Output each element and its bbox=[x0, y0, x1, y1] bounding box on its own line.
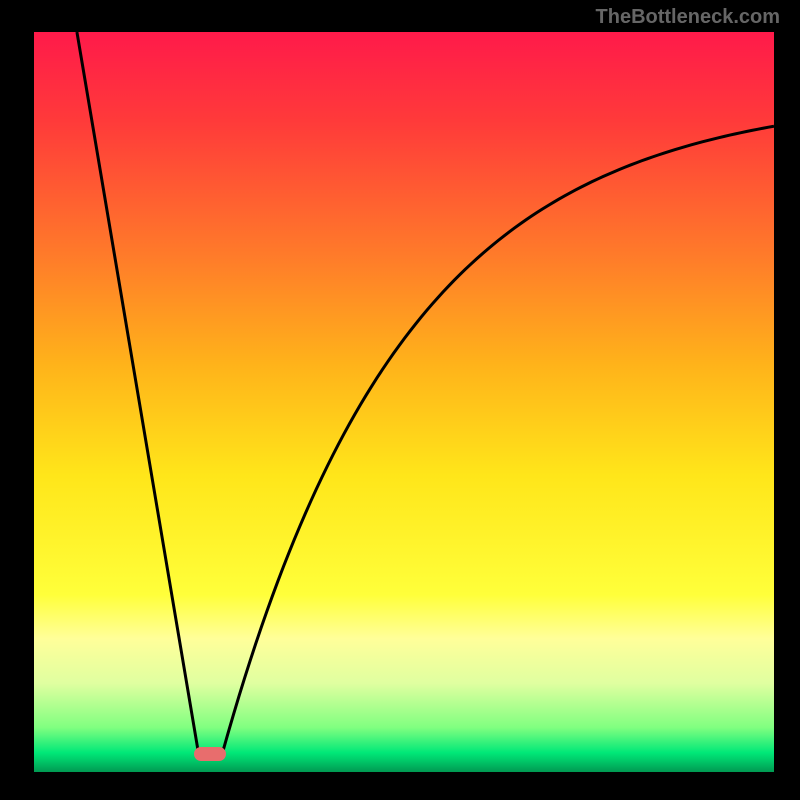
watermark-text: TheBottleneck.com bbox=[596, 6, 780, 29]
bottleneck-curve bbox=[77, 32, 774, 752]
curve-layer bbox=[34, 32, 774, 772]
optimal-marker bbox=[194, 747, 226, 761]
plot-area bbox=[34, 32, 774, 772]
